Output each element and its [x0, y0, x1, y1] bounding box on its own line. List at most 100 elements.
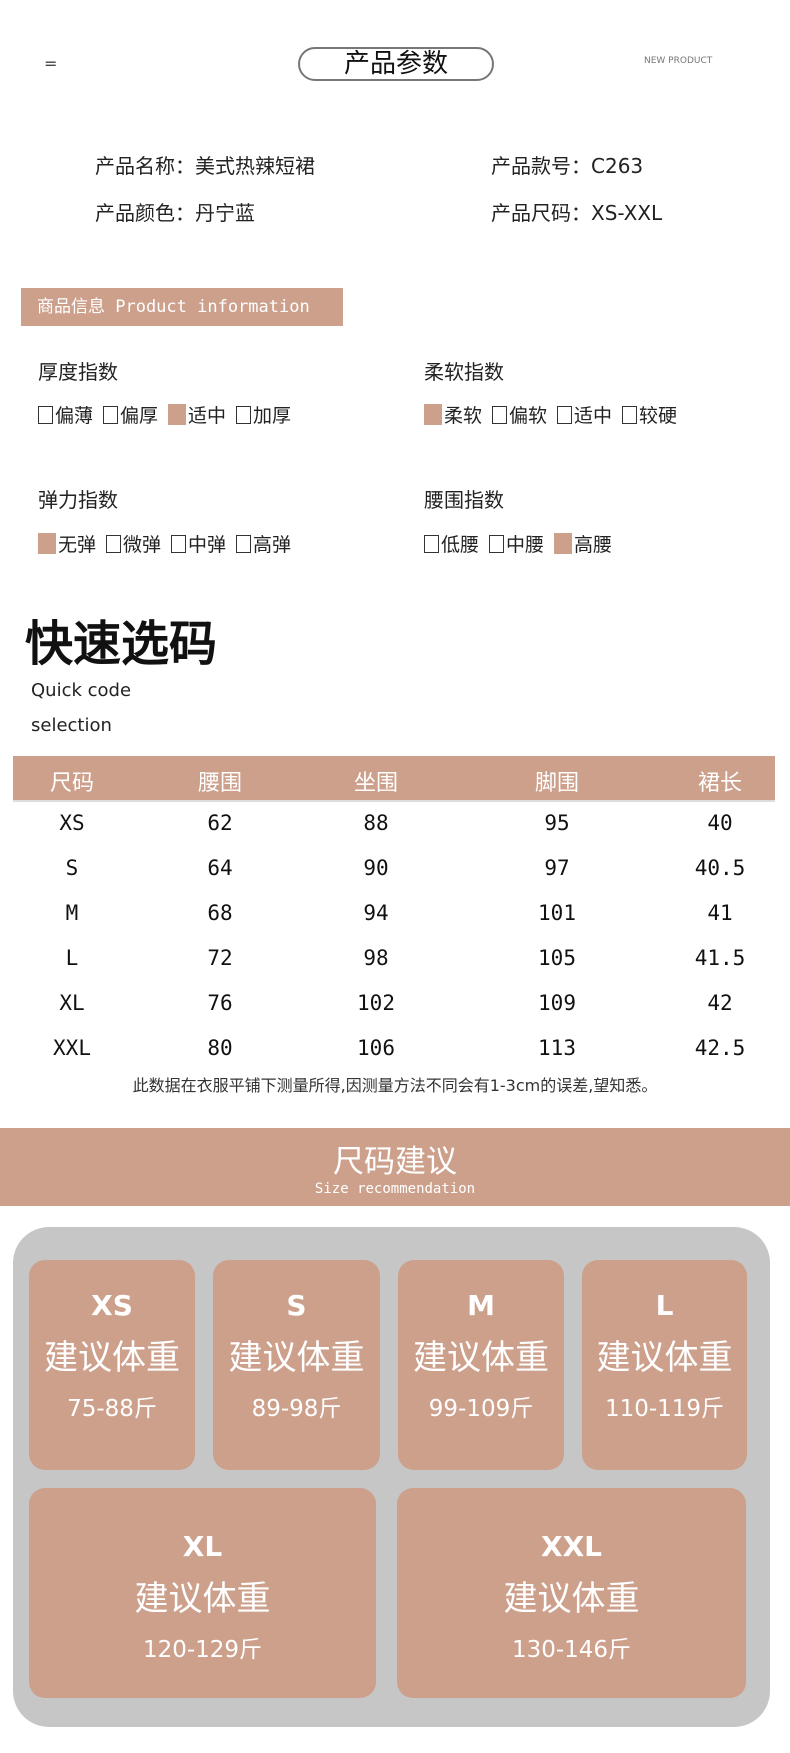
checked-box-icon — [424, 404, 442, 425]
table-cell: XXL — [53, 1036, 91, 1060]
table-cell: 40.5 — [694, 856, 746, 880]
size-card-xs: XS 建议体重 75-88斤 — [29, 1260, 195, 1470]
option-label: 适中 — [188, 405, 227, 427]
checkbox-icon — [557, 405, 573, 424]
size-recommendation-banner: 尺码建议 Size recommendation — [0, 1128, 790, 1206]
index-option: 中腰 — [489, 530, 544, 557]
table-cell: 102 — [357, 991, 395, 1015]
card-label: 建议体重 — [413, 1338, 549, 1378]
index-option: 无弹 — [38, 530, 96, 557]
table-cell: XL — [59, 991, 85, 1015]
index-title: 腰围指数 — [424, 488, 504, 512]
table-cell: 105 — [538, 946, 576, 970]
size-card-m: M 建议体重 99-109斤 — [398, 1260, 564, 1470]
index-options: 低腰 中腰 高腰 — [424, 530, 612, 557]
table-cell: 68 — [207, 901, 233, 925]
table-cell: 94 — [363, 901, 389, 925]
checkbox-icon — [106, 534, 122, 553]
card-label: 建议体重 — [228, 1338, 365, 1378]
checkbox-icon — [489, 534, 505, 553]
table-cell: 97 — [544, 856, 570, 880]
measurement-note: 此数据在衣服平铺下测量所得,因测量方法不同会有1-3cm的误差,望知悉。 — [132, 1076, 658, 1095]
table-cell: 41 — [707, 901, 733, 925]
quick-size-subtitle-1: Quick code — [31, 680, 132, 701]
checkbox-icon — [171, 534, 187, 553]
product-name: 产品名称：美式热辣短裙 — [95, 154, 315, 178]
index-option: 高腰 — [554, 530, 612, 557]
card-weight: 120-129斤 — [142, 1637, 263, 1663]
option-label: 低腰 — [441, 534, 480, 556]
index-option: 柔软 — [424, 401, 482, 428]
size-card-l: L 建议体重 110-119斤 — [582, 1260, 747, 1470]
card-weight: 89-98斤 — [251, 1396, 342, 1422]
product-color: 产品颜色：丹宁蓝 — [95, 201, 255, 225]
index-title: 弹力指数 — [38, 488, 118, 512]
card-weight: 75-88斤 — [67, 1396, 157, 1422]
option-label: 微弹 — [123, 534, 162, 556]
table-cell: 40 — [707, 811, 733, 835]
table-cell: M — [65, 901, 79, 925]
option-label: 偏薄 — [55, 405, 94, 427]
table-cell: 109 — [538, 991, 576, 1015]
quick-size-subtitle-2: selection — [31, 715, 112, 736]
card-size: XXL — [540, 1530, 603, 1563]
column-header: 尺码 — [49, 771, 95, 796]
menu-icon[interactable]: = — [44, 54, 58, 73]
table-cell: XS — [59, 811, 85, 835]
table-row: XL 76 102 109 42 — [13, 991, 775, 1021]
index-options: 柔软 偏软 适中 较硬 — [424, 401, 677, 428]
option-label: 柔软 — [444, 405, 483, 427]
size-table-header: 尺码 腰围 坐围 脚围 裙长 — [13, 756, 775, 802]
card-size: M — [467, 1289, 495, 1322]
card-size: XL — [182, 1530, 223, 1563]
option-label: 偏软 — [509, 405, 548, 427]
checkbox-icon — [622, 405, 638, 424]
column-header: 坐围 — [353, 771, 399, 796]
index-option: 较硬 — [622, 401, 677, 428]
checkbox-icon — [236, 534, 252, 553]
index-option: 适中 — [557, 401, 612, 428]
index-option: 偏厚 — [103, 401, 158, 428]
checked-box-icon — [554, 533, 573, 554]
index-option: 偏薄 — [38, 401, 93, 428]
index-option: 微弹 — [106, 530, 161, 557]
table-cell: 106 — [357, 1036, 395, 1060]
table-cell: 42 — [707, 991, 733, 1015]
table-cell: 41.5 — [694, 946, 746, 970]
table-cell: 98 — [363, 946, 389, 970]
size-card-s: S 建议体重 89-98斤 — [213, 1260, 380, 1470]
card-size: S — [286, 1289, 307, 1322]
table-cell: 76 — [207, 991, 233, 1015]
product-size: 产品尺码：XS-XXL — [491, 201, 663, 225]
column-header: 脚围 — [534, 771, 580, 796]
checkbox-icon — [38, 405, 53, 424]
card-size: L — [655, 1289, 674, 1322]
table-row: S 64 90 97 40.5 — [13, 856, 775, 886]
table-cell: 42.5 — [694, 1036, 746, 1060]
index-options: 无弹 微弹 中弹 高弹 — [38, 530, 291, 557]
index-option: 高弹 — [236, 530, 291, 557]
checked-box-icon — [38, 533, 56, 554]
table-row: M 68 94 101 41 — [13, 901, 775, 931]
index-option: 偏软 — [492, 401, 547, 428]
option-label: 无弹 — [58, 534, 97, 556]
table-row: XXL 80 106 113 42.5 — [13, 1036, 775, 1066]
option-label: 适中 — [574, 405, 613, 427]
index-option: 适中 — [168, 401, 226, 428]
index-option: 低腰 — [424, 530, 479, 557]
card-weight: 130-146斤 — [511, 1637, 632, 1663]
card-label: 建议体重 — [44, 1338, 180, 1378]
page-title: 产品参数 — [298, 47, 494, 81]
option-label: 加厚 — [253, 405, 292, 427]
card-label: 建议体重 — [134, 1579, 271, 1619]
table-row: XS 62 88 95 40 — [13, 811, 775, 841]
index-option: 中弹 — [171, 530, 226, 557]
size-card-xl: XL 建议体重 120-129斤 — [29, 1488, 376, 1698]
table-cell: 80 — [207, 1036, 233, 1060]
quick-size-title: 快速选码 — [25, 616, 218, 672]
table-cell: 88 — [363, 811, 389, 835]
checkbox-icon — [492, 405, 508, 424]
card-size: XS — [91, 1289, 133, 1322]
checkbox-icon — [236, 405, 252, 424]
option-label: 偏厚 — [120, 405, 159, 427]
